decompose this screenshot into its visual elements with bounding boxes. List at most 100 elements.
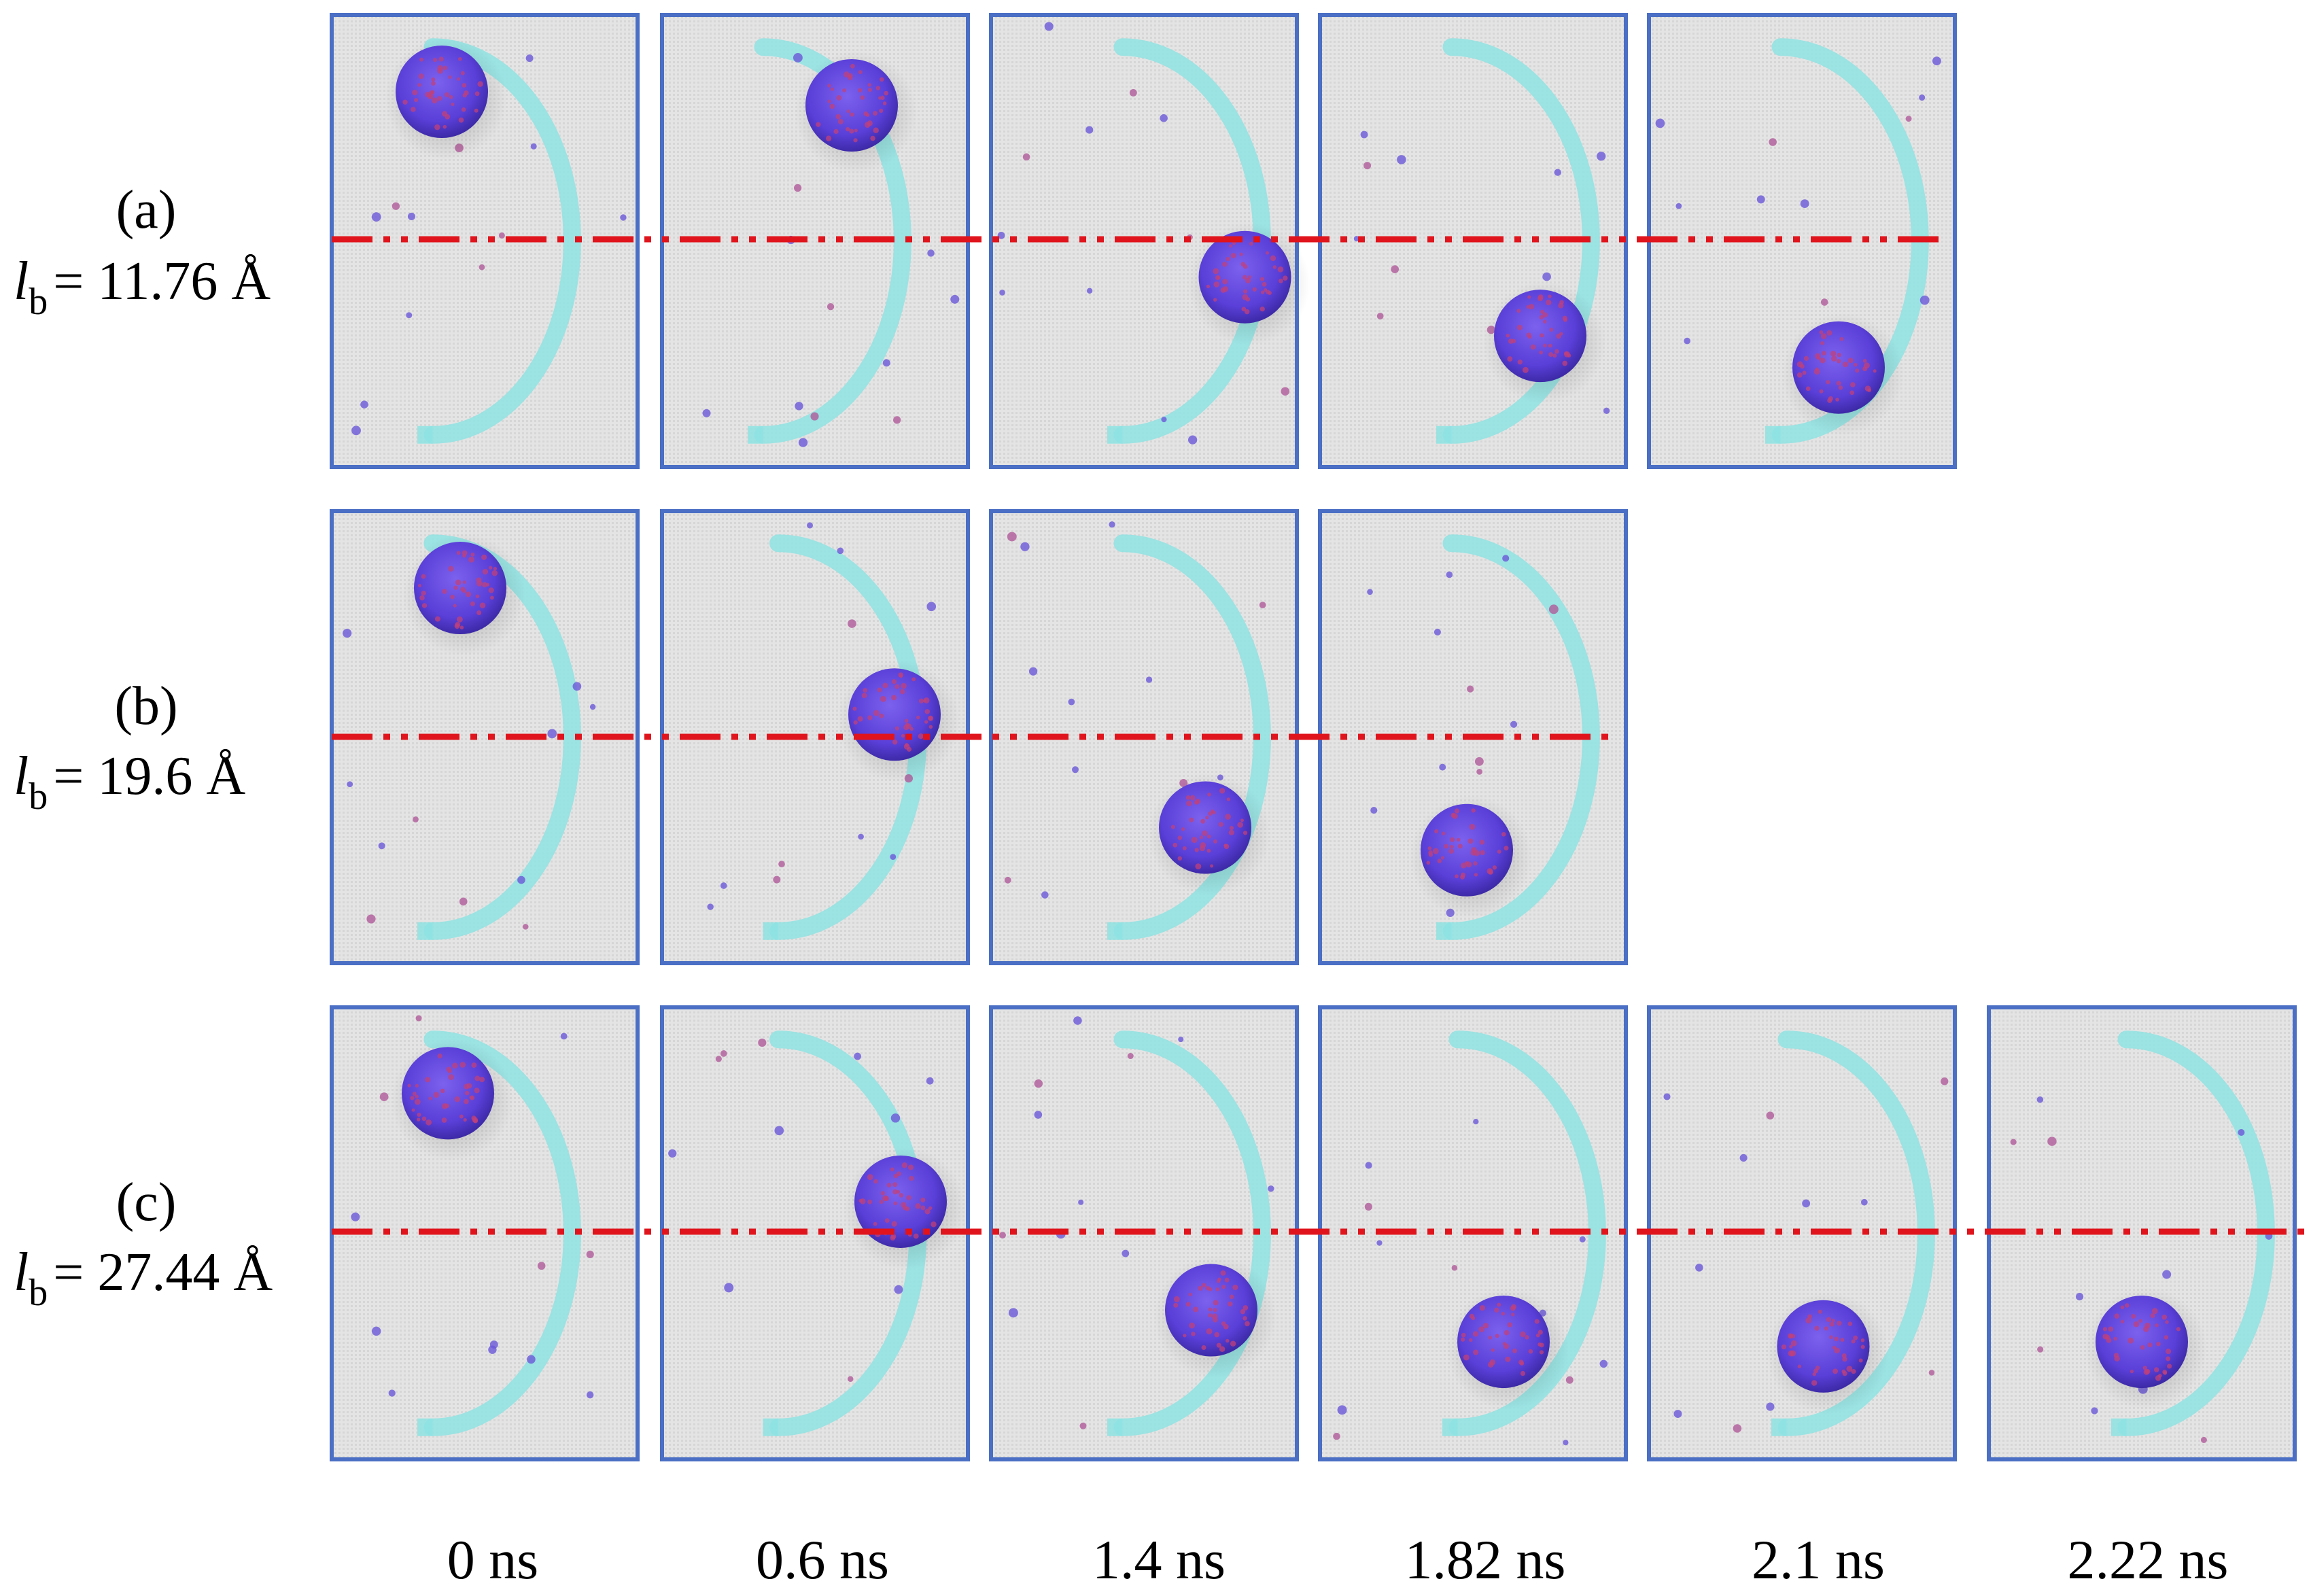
cluster-dot <box>1229 1294 1234 1300</box>
cluster-dot <box>1243 1305 1249 1311</box>
cluster-dot <box>418 73 424 80</box>
free-particle <box>1365 1162 1372 1169</box>
cluster-dot <box>1243 1316 1247 1321</box>
cluster-dot <box>1189 1322 1195 1329</box>
free-particle <box>926 1077 934 1085</box>
free-particle <box>798 438 808 447</box>
cluster-dot <box>1820 341 1824 345</box>
free-particle <box>1766 1111 1775 1120</box>
cluster-dot <box>884 90 889 96</box>
cluster-dot <box>1181 827 1185 831</box>
free-particle <box>1007 532 1017 542</box>
cluster-dot <box>893 1201 898 1206</box>
free-particle <box>1467 685 1474 693</box>
cluster-dot <box>434 616 440 622</box>
cluster-dot <box>920 1197 926 1202</box>
free-particle <box>547 729 557 739</box>
cluster-dot <box>477 81 483 87</box>
cluster-dot <box>1805 386 1811 392</box>
cluster-dot <box>433 58 438 63</box>
cluster-dot <box>858 1198 863 1203</box>
cluster-dot <box>488 587 494 593</box>
cluster-dot <box>1226 797 1230 801</box>
free-particle <box>498 232 505 239</box>
cluster-dot <box>918 698 924 704</box>
cluster-dot <box>1427 846 1432 850</box>
free-particle <box>1756 195 1765 204</box>
cluster-dot <box>1213 839 1217 844</box>
cluster-dot <box>1507 356 1513 362</box>
cluster-dot <box>1222 262 1228 267</box>
cluster-dot <box>1220 1270 1226 1276</box>
cluster-dot <box>1847 1321 1853 1326</box>
free-particle <box>413 816 419 822</box>
cluster-dot <box>1837 359 1841 364</box>
free-particle <box>807 522 814 529</box>
cluster-dot <box>1243 289 1248 294</box>
cluster-dot <box>923 697 930 704</box>
cluster-dot <box>1213 281 1220 288</box>
cluster-dot <box>901 682 907 689</box>
free-particle <box>1044 22 1054 31</box>
free-particle <box>586 1250 594 1259</box>
cluster-dot <box>1240 818 1244 822</box>
cluster-dot <box>1272 265 1277 269</box>
cluster-dot <box>1511 1313 1515 1317</box>
cluster-dot <box>920 1205 926 1211</box>
free-particle <box>366 914 376 924</box>
cluster-dot <box>2131 1313 2136 1319</box>
free-particle <box>1391 265 1400 273</box>
cluster-dot <box>407 1083 411 1088</box>
cluster-dot <box>1534 1319 1540 1324</box>
free-particle <box>371 212 381 222</box>
cluster-dot <box>918 733 924 740</box>
cluster-dot <box>1473 861 1478 866</box>
cluster-dot <box>436 96 442 101</box>
cluster-dot <box>1229 825 1234 831</box>
cluster-dot <box>836 94 842 101</box>
free-particle <box>778 861 785 868</box>
cluster-dot <box>1206 848 1211 853</box>
cluster-dot <box>928 725 933 729</box>
free-particle <box>1127 1053 1134 1060</box>
free-particle <box>488 1345 497 1354</box>
free-particle <box>795 402 803 411</box>
cluster <box>396 46 488 139</box>
cluster-dot <box>1831 1319 1835 1323</box>
cluster-dot <box>903 725 909 731</box>
free-particle <box>479 264 485 271</box>
cluster-dot <box>1788 1333 1793 1339</box>
cluster-dot <box>1444 844 1449 849</box>
cluster-dot <box>1838 385 1843 390</box>
row-label-b: (b) lb = 19.6 Å <box>14 676 245 818</box>
cluster-dot <box>462 83 467 88</box>
cluster-dot <box>450 594 455 600</box>
cluster-dot <box>1265 251 1269 255</box>
free-particle <box>1510 721 1518 728</box>
cluster-dot <box>849 128 854 134</box>
cluster-dot <box>1832 1368 1839 1374</box>
time-label-1: 0.6 ns <box>756 1529 889 1591</box>
cluster-dot <box>928 715 934 721</box>
cluster-dot <box>1225 814 1231 820</box>
cluster-dot <box>1464 861 1469 865</box>
cluster-dot <box>464 90 469 96</box>
cluster-dot <box>873 710 880 716</box>
cluster-dot <box>1207 793 1211 797</box>
free-particle <box>1563 1440 1569 1446</box>
cluster-dot <box>1788 1350 1794 1357</box>
cluster-dot <box>1220 287 1226 293</box>
cluster-dot <box>459 1114 464 1119</box>
cluster-dot <box>1525 1335 1529 1340</box>
cluster-dot <box>816 122 821 127</box>
cluster-dot <box>858 88 863 92</box>
cluster-dot <box>2151 1308 2158 1315</box>
cluster-dot <box>1214 1332 1220 1338</box>
cluster-dot <box>1248 275 1252 279</box>
cluster-dot <box>1516 324 1523 330</box>
cluster-dot <box>894 684 900 689</box>
snapshot-panel <box>330 13 640 469</box>
time-axis: 0 ns 0.6 ns 1.4 ns 1.82 ns 2.1 ns 2.22 n… <box>447 1529 2229 1591</box>
cluster-dot <box>2108 1326 2114 1332</box>
free-particle <box>589 704 596 710</box>
